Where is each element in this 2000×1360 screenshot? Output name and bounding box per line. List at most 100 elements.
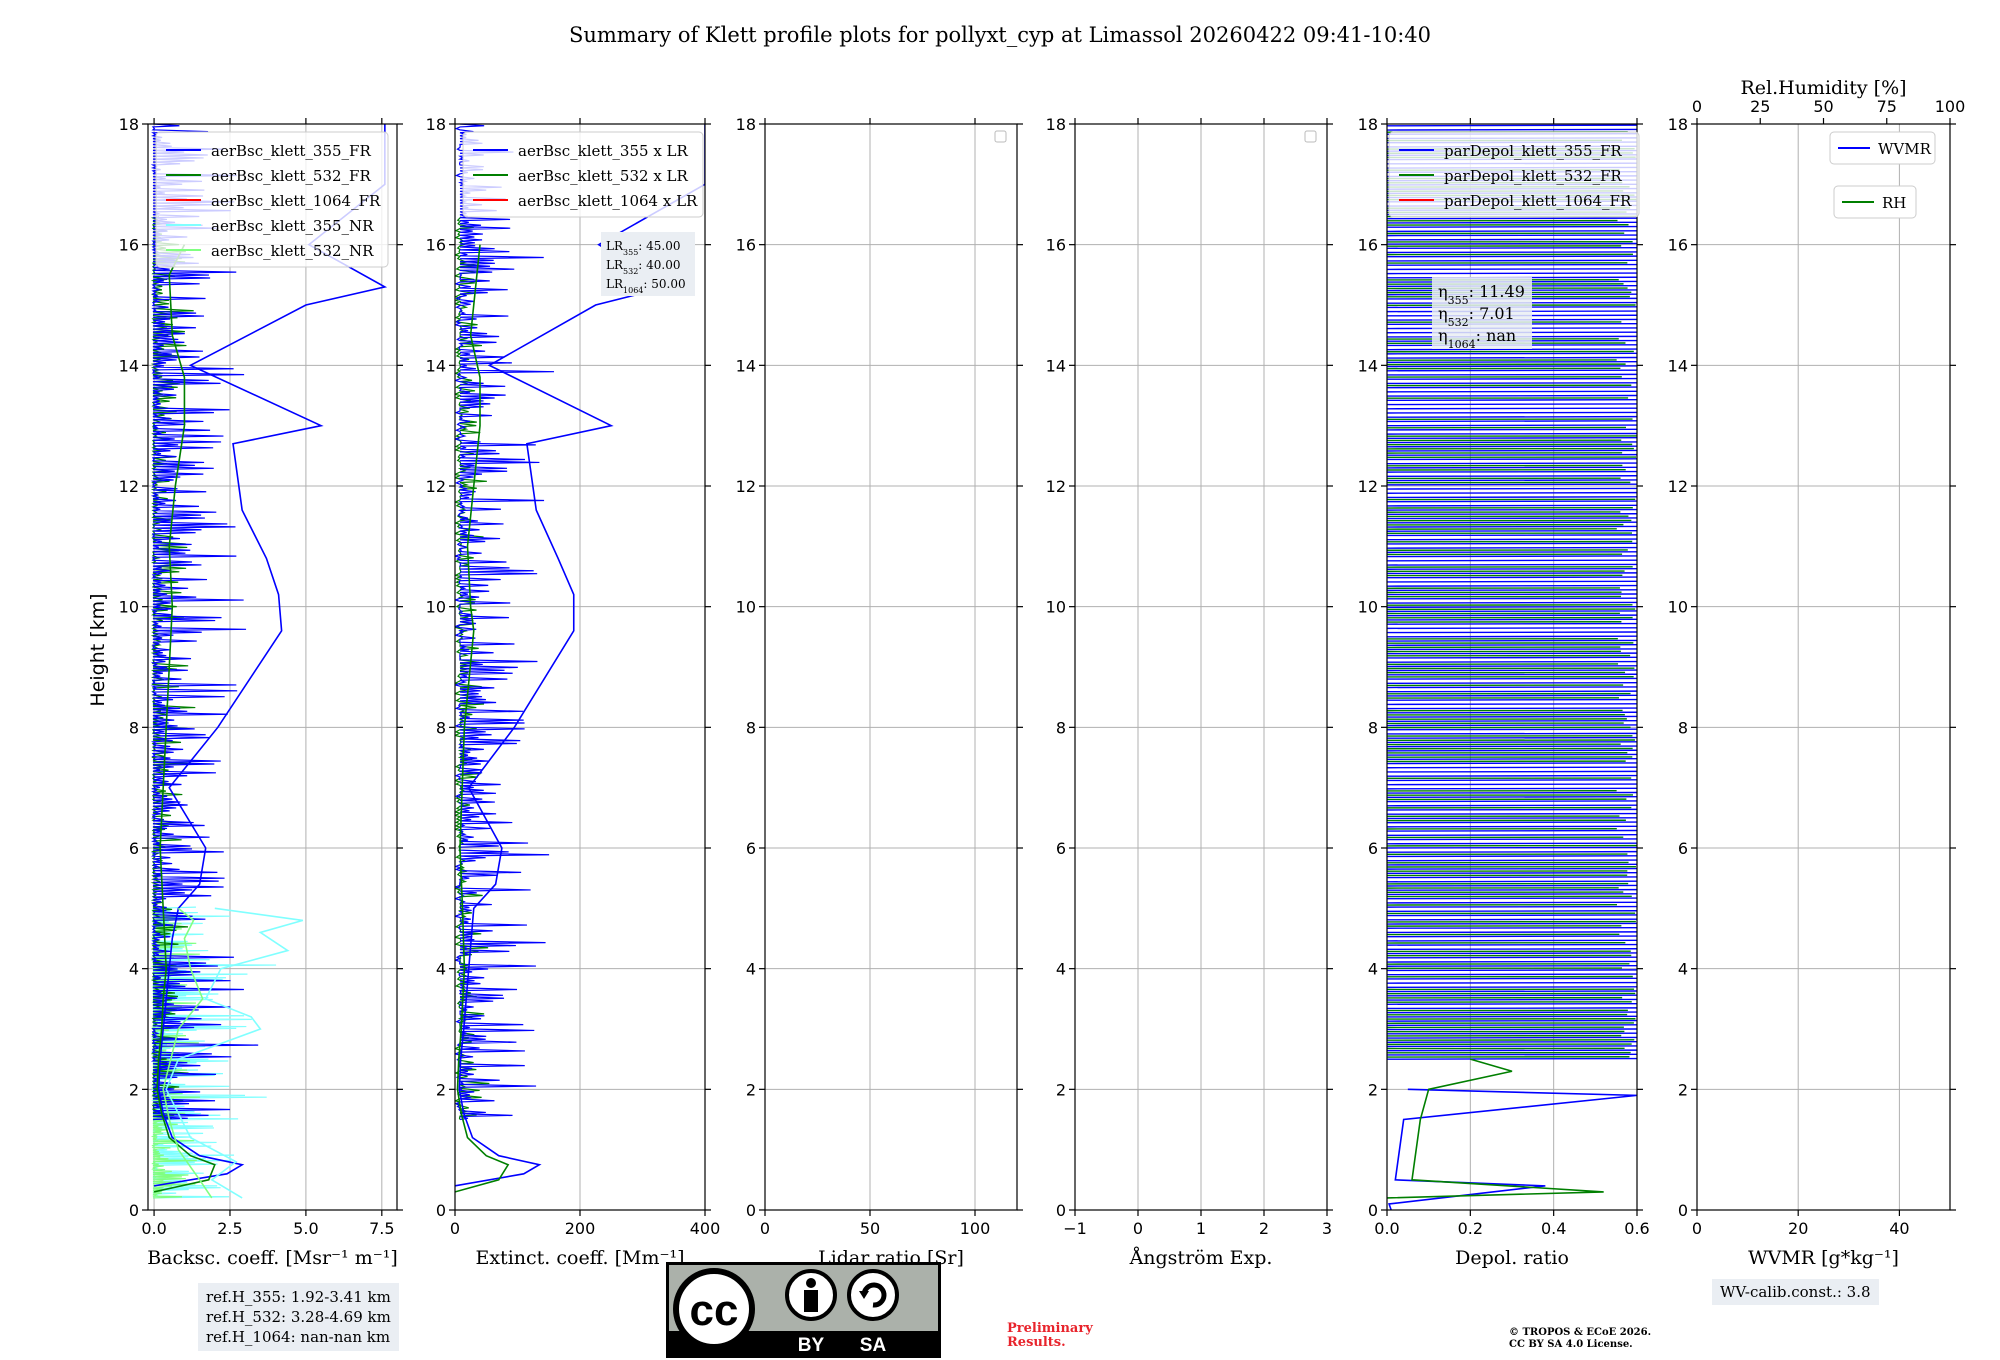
x-axis-label: Backsc. coeff. [Msr⁻¹ m⁻¹] [147,1247,398,1269]
figure-title: Summary of Klett profile plots for polly… [569,23,1431,47]
y-tick-label: 10 [736,598,756,617]
y-tick-label: 2 [436,1080,446,1099]
y-tick-label: 16 [119,236,139,255]
series-aerBsc_klett_355_NR [165,907,304,1199]
x2-tick-label: 0 [1692,97,1702,116]
y-tick-label: 6 [436,839,446,858]
y-tick-label: 8 [1056,718,1066,737]
y-tick-label: 16 [1358,236,1378,255]
y-tick-label: 10 [1046,598,1066,617]
x-tick-label: 0.4 [1541,1219,1566,1238]
y-tick-label: 4 [129,960,139,979]
y-tick-label: 2 [129,1080,139,1099]
y-tick-label: 8 [1678,718,1688,737]
copyright-line-2: CC BY SA 4.0 License. [1509,1339,1633,1350]
x-tick-label: 0 [760,1219,770,1238]
x-tick-label: 2.5 [217,1219,242,1238]
share-alike-icon [847,1269,899,1321]
x-tick-label: 200 [565,1219,596,1238]
x-tick-label: 0 [1133,1219,1143,1238]
series-aerBsc_klett_532 x LR [455,244,510,1193]
legend-label: WVMR [1878,140,1932,158]
x2-axis-label: Rel.Humidity [%] [1740,77,1906,99]
svg-text:η1064: nan: η1064: nan [1438,326,1516,351]
x-tick-label: 0.0 [141,1219,166,1238]
y-tick-label: 10 [426,598,446,617]
legend-label: parDepol_klett_532_FR [1444,167,1622,185]
plot-area [455,124,705,1193]
legend-label: aerBsc_klett_532_FR [211,167,371,185]
y-tick-label: 8 [129,718,139,737]
y-tick-label: 4 [1678,960,1688,979]
ref-height-532: ref.H_532: 3.28-4.69 km [206,1308,391,1326]
legend: aerBsc_klett_355_FR aerBsc_klett_532_FRae… [155,131,389,268]
y-tick-label: 6 [1368,839,1378,858]
y-tick-label: 12 [1046,477,1066,496]
x-tick-label: 20 [1788,1219,1808,1238]
y-tick-label: 12 [1358,477,1378,496]
y-tick-label: 12 [119,477,139,496]
y-axis-label: Height [km] [87,593,109,706]
y-tick-label: 18 [426,115,446,134]
cc-license-badge: cc BY SA [666,1262,941,1358]
x-tick-label: 40 [1889,1219,1909,1238]
copyright-line-1: © TROPOS & ECoE 2026. [1509,1327,1652,1338]
legend-label: aerBsc_klett_1064_FR [211,192,381,210]
x-tick-label: 0.0 [1374,1219,1399,1238]
y-tick-label: 18 [1046,115,1066,134]
y-tick-label: 4 [746,960,756,979]
y-tick-label: 18 [1358,115,1378,134]
empty-legend [994,130,1007,143]
y-tick-label: 14 [426,356,446,375]
empty-legend [1304,130,1317,143]
x-tick-label: 7.5 [369,1219,394,1238]
y-tick-label: 14 [736,356,756,375]
y-tick-label: 0 [1678,1201,1688,1220]
sa-label: SA [860,1335,887,1356]
x2-tick-label: 25 [1750,97,1770,116]
x2-tick-label: 50 [1813,97,1833,116]
series-parDepol_klett_355_FR [1388,1088,1637,1210]
y-tick-label: 4 [436,960,446,979]
ref-height-1064: ref.H_1064: nan-nan km [206,1328,391,1346]
y-tick-label: 2 [746,1080,756,1099]
axes-frame [1386,123,1638,1211]
y-tick-label: 2 [1368,1080,1378,1099]
legend-label: aerBsc_klett_532 x LR [518,167,689,185]
plot-area [150,124,388,1199]
preliminary-line-1: Preliminary [1007,1321,1093,1336]
x-tick-label: 0.2 [1458,1219,1483,1238]
axes-frame [1696,123,1951,1211]
y-tick-label: 4 [1368,960,1378,979]
svg-text:LR355: 45.00: LR355: 45.00 [606,239,681,257]
y-tick-label: 2 [1678,1080,1688,1099]
y-tick-label: 16 [1668,236,1688,255]
y-tick-label: 18 [1668,115,1688,134]
y-tick-label: 16 [1046,236,1066,255]
y-tick-label: 10 [1668,598,1688,617]
y-tick-label: 6 [1056,839,1066,858]
y-tick-label: 18 [119,115,139,134]
series-aerBsc_klett_355_FR [153,124,388,1187]
svg-text:η355: 11.49: η355: 11.49 [1438,282,1525,307]
wv-calibration-box: WV-calib.const.: 3.8 [1712,1279,1879,1305]
legend: WVMR RH [1829,131,1936,219]
x2-tick-label: 100 [1935,97,1966,116]
y-tick-label: 14 [1046,356,1066,375]
legend-label: aerBsc_klett_1064 x LR [518,192,698,210]
svg-text:LR532: 40.00: LR532: 40.00 [606,258,681,276]
x-tick-label: −1 [1063,1219,1087,1238]
y-tick-label: 6 [1678,839,1688,858]
y-tick-label: 0 [129,1201,139,1220]
y-tick-label: 12 [736,477,756,496]
series-noise [150,124,259,1121]
y-tick-label: 12 [1668,477,1688,496]
y-tick-label: 14 [1358,356,1378,375]
cc-logo-icon [673,1268,755,1350]
